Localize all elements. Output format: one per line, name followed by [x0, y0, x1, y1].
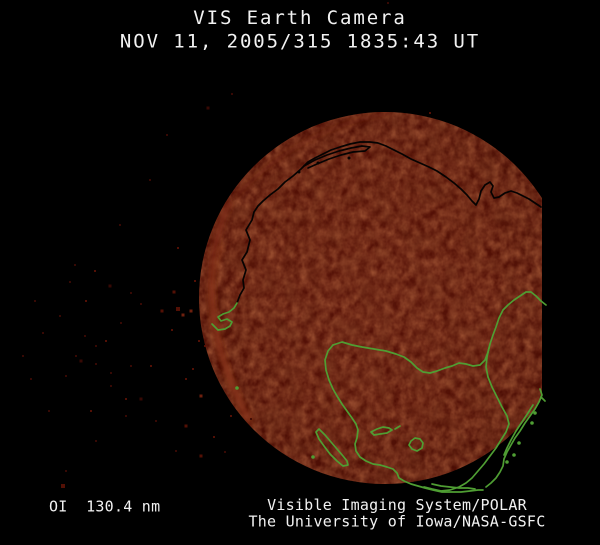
speckle	[149, 179, 151, 181]
speckle	[34, 300, 36, 302]
coastline-path	[408, 437, 424, 452]
speckle	[206, 106, 210, 110]
speckle	[192, 368, 194, 370]
coastline-path	[324, 344, 484, 493]
speckle	[105, 340, 107, 342]
speckle	[42, 332, 44, 334]
image-title: VIS Earth Camera	[193, 7, 406, 29]
disk-dark-patches	[199, 112, 542, 484]
speckle	[184, 424, 188, 428]
coastline-islet-dot	[347, 156, 351, 160]
speckle	[110, 385, 112, 387]
speckle	[130, 292, 132, 294]
coastline-path	[431, 483, 476, 490]
speckle	[95, 345, 97, 347]
speckle	[429, 112, 431, 114]
coastline-path	[394, 425, 401, 430]
speckle	[119, 224, 121, 226]
speckle	[30, 378, 32, 380]
speckle	[65, 375, 67, 377]
speckle	[22, 355, 24, 357]
coastline-islet-dot	[530, 421, 534, 425]
speckle	[61, 484, 65, 488]
wavelength-label: OI 130.4 nm	[49, 498, 160, 516]
speckle	[140, 303, 142, 305]
speckle	[230, 415, 232, 417]
speckle	[69, 281, 71, 283]
speckle	[387, 2, 389, 4]
coastline-islet-dot	[512, 453, 516, 457]
coastline-path	[370, 426, 393, 436]
speckle	[59, 315, 61, 317]
speckle	[213, 436, 215, 438]
speckle	[176, 307, 180, 311]
left-rim-highlight	[210, 245, 254, 429]
speckle	[172, 290, 176, 294]
coastline-islet-dot	[533, 411, 537, 415]
coastline-path	[503, 404, 534, 456]
speckle	[74, 264, 76, 266]
speckle	[150, 365, 152, 367]
speckle	[231, 93, 233, 95]
speckle	[175, 450, 177, 452]
credit-line-1: Visible Imaging System/POLAR	[267, 496, 528, 514]
speckle	[181, 313, 185, 317]
coastline-overlay-green	[211, 291, 547, 493]
speckle	[139, 397, 143, 401]
speckle	[189, 309, 193, 313]
coastline-path	[423, 347, 510, 492]
coastline-islet-dot	[297, 170, 301, 174]
speckle	[224, 451, 226, 453]
coastline-path	[236, 141, 542, 304]
speckle	[125, 398, 127, 400]
coastline-islet-dot	[505, 460, 509, 464]
coastline-path	[485, 388, 543, 488]
speckle	[95, 363, 97, 365]
speckle	[120, 322, 122, 324]
speckle	[155, 420, 157, 422]
speckle	[85, 300, 87, 302]
coastline-islet-dot	[311, 455, 315, 459]
speckle	[199, 394, 203, 398]
speckle	[48, 410, 50, 412]
speckle	[199, 454, 203, 458]
speckle	[110, 372, 112, 374]
coastline-path	[332, 291, 547, 374]
speckle	[166, 134, 168, 136]
speckle	[250, 418, 252, 420]
speckle	[185, 378, 187, 380]
coastline-path	[540, 396, 546, 402]
speckle	[75, 355, 77, 357]
coastline-path	[303, 145, 371, 169]
speckle	[160, 309, 164, 313]
speckle	[84, 335, 86, 337]
speckle	[79, 359, 83, 363]
coastline-islet-dot	[235, 386, 239, 390]
coastline-overlay-dark	[236, 141, 542, 304]
speckle	[194, 280, 196, 282]
speckle	[177, 247, 179, 249]
speckle	[94, 270, 96, 272]
earth-disk	[199, 112, 542, 484]
coastline-islet-dot	[316, 161, 320, 165]
noise-speckles	[22, 2, 431, 488]
speckle	[108, 284, 112, 288]
coastline-path	[211, 302, 238, 331]
speckle	[65, 470, 67, 472]
speckle	[90, 410, 92, 412]
coastline-path	[315, 428, 349, 467]
speckle	[130, 365, 132, 367]
speckle	[125, 415, 127, 417]
top-rim-glow	[234, 112, 391, 198]
speckle	[204, 345, 206, 347]
coastline-islet-dot	[517, 441, 521, 445]
speckle	[171, 329, 173, 331]
credit-line-2: The University of Iowa/NASA-GSFC	[249, 513, 546, 531]
speckle	[95, 440, 97, 442]
speckle	[198, 340, 200, 342]
image-timestamp: NOV 11, 2005/315 1835:43 UT	[120, 31, 480, 53]
